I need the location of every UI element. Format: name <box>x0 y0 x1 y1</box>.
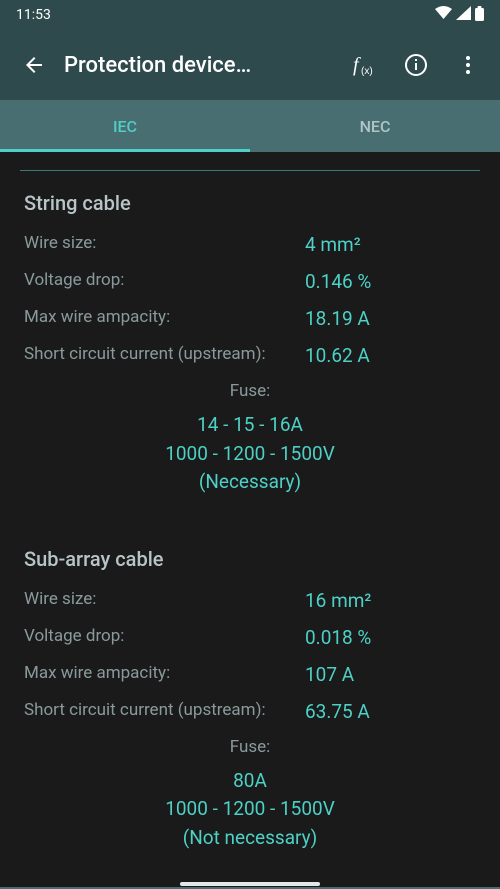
tabs: IEC NEC <box>0 100 500 152</box>
overflow-menu-button[interactable] <box>446 43 490 87</box>
svg-text:f: f <box>353 54 361 76</box>
svg-text:(x): (x) <box>361 66 373 77</box>
wifi-icon <box>435 6 452 24</box>
row-value: 0.146 % <box>305 270 480 293</box>
fuse-values: 80A 1000 - 1200 - 1500V (Not necessary) <box>20 767 480 853</box>
row-label: Wire size: <box>24 589 305 612</box>
section-title: Sub-array cable <box>20 547 480 571</box>
content: String cable Wire size: 4 mm² Voltage dr… <box>0 152 500 875</box>
battery-icon <box>475 6 484 25</box>
row-short-circuit: Short circuit current (upstream): 10.62 … <box>20 344 480 367</box>
fuse-line: 1000 - 1200 - 1500V <box>20 440 480 469</box>
section-sub-array-cable: Sub-array cable Wire size: 16 mm² Voltag… <box>20 547 480 853</box>
row-voltage-drop: Voltage drop: 0.018 % <box>20 626 480 649</box>
app-actions: f (x) <box>342 43 490 87</box>
app-bar: Protection device… f (x) <box>0 30 500 100</box>
row-value: 18.19 A <box>305 307 480 330</box>
row-label: Wire size: <box>24 233 305 256</box>
row-label: Voltage drop: <box>24 626 305 649</box>
fuse-label: Fuse: <box>20 381 480 401</box>
row-value: 0.018 % <box>305 626 480 649</box>
row-label: Short circuit current (upstream): <box>24 344 305 367</box>
row-label: Max wire ampacity: <box>24 307 305 330</box>
tab-iec[interactable]: IEC <box>0 100 250 152</box>
row-label: Voltage drop: <box>24 270 305 293</box>
fuse-line: 14 - 15 - 16A <box>20 411 480 440</box>
fuse-line: (Necessary) <box>20 468 480 497</box>
info-button[interactable] <box>394 43 438 87</box>
tab-label: IEC <box>113 117 137 136</box>
back-button[interactable] <box>10 41 58 89</box>
signal-icon <box>456 6 471 24</box>
fuse-values: 14 - 15 - 16A 1000 - 1200 - 1500V (Neces… <box>20 411 480 497</box>
row-value: 4 mm² <box>305 233 480 256</box>
page-title: Protection device… <box>58 53 342 78</box>
section-title: String cable <box>20 191 480 215</box>
row-voltage-drop: Voltage drop: 0.146 % <box>20 270 480 293</box>
status-time: 11:53 <box>16 7 51 23</box>
row-value: 63.75 A <box>305 700 480 723</box>
row-wire-size: Wire size: 16 mm² <box>20 589 480 612</box>
tab-indicator <box>0 149 250 152</box>
divider <box>20 170 480 171</box>
row-max-ampacity: Max wire ampacity: 18.19 A <box>20 307 480 330</box>
row-wire-size: Wire size: 4 mm² <box>20 233 480 256</box>
nav-bar-handle[interactable] <box>180 882 320 886</box>
status-icons <box>435 6 484 25</box>
row-value: 107 A <box>305 663 480 686</box>
status-bar: 11:53 <box>0 0 500 30</box>
row-label: Short circuit current (upstream): <box>24 700 305 723</box>
fuse-line: 1000 - 1200 - 1500V <box>20 795 480 824</box>
fuse-line: 80A <box>20 767 480 796</box>
row-value: 10.62 A <box>305 344 480 367</box>
tab-label: NEC <box>360 117 391 136</box>
row-short-circuit: Short circuit current (upstream): 63.75 … <box>20 700 480 723</box>
section-string-cable: String cable Wire size: 4 mm² Voltage dr… <box>20 191 480 497</box>
row-label: Max wire ampacity: <box>24 663 305 686</box>
fuse-line: (Not necessary) <box>20 824 480 853</box>
formula-button[interactable]: f (x) <box>342 43 386 87</box>
fuse-label: Fuse: <box>20 737 480 757</box>
row-max-ampacity: Max wire ampacity: 107 A <box>20 663 480 686</box>
row-value: 16 mm² <box>305 589 480 612</box>
tab-nec[interactable]: NEC <box>250 100 500 152</box>
